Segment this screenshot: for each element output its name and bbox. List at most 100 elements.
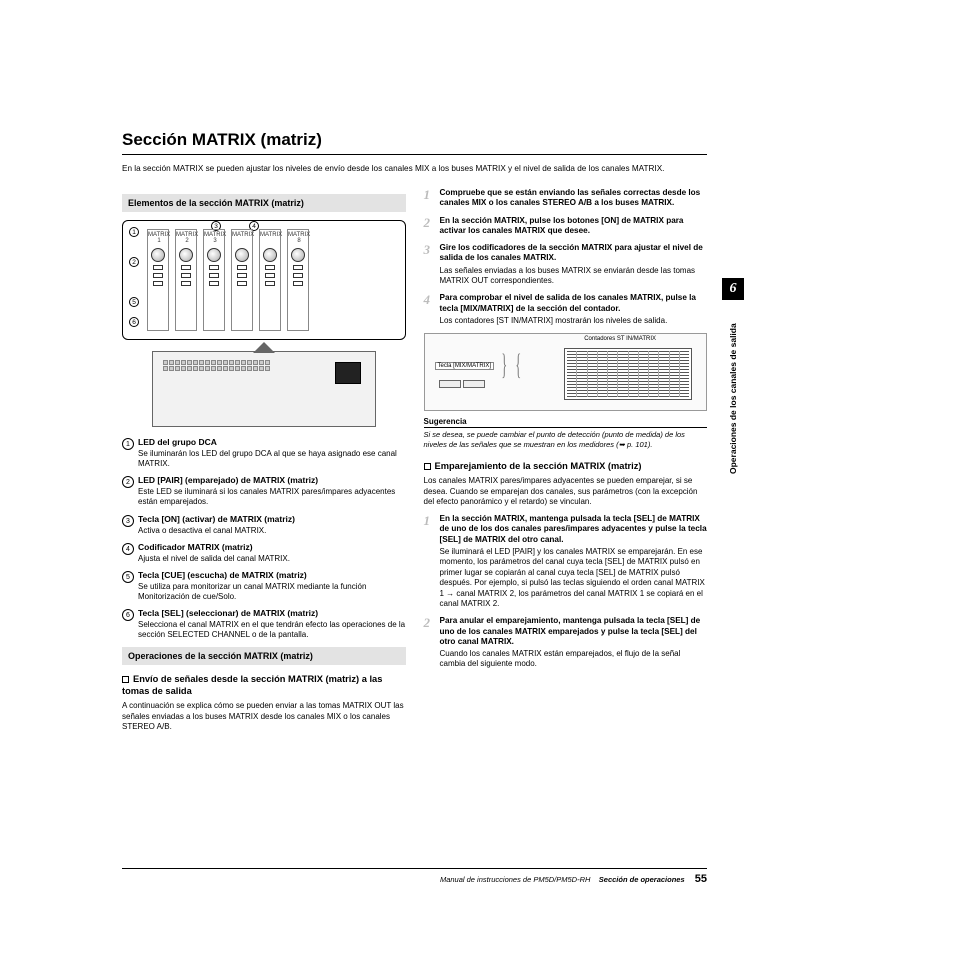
footer-page-number: 55 [695,873,707,885]
step-title: En la sección MATRIX, mantenga pulsada l… [440,514,708,545]
matrix-strip-label: MATRIX 1 [148,232,170,244]
definition-title: LED del grupo DCA [138,437,406,448]
mini-button-icon [237,273,247,278]
definition-number: 2 [122,476,134,488]
mini-button-icon [265,281,275,286]
definition-desc: Este LED se iluminará si los canales MAT… [138,487,406,508]
steps-list-b: 1En la sección MATRIX, mantenga pulsada … [424,514,708,670]
left-column: Elementos de la sección MATRIX (matriz) … [122,188,406,739]
callout-2: 2 [129,257,139,267]
matrix-section-diagram: 1 2 3 4 5 6 MATRIX 1MATRIX 2MATRIX 3MATR… [122,220,406,340]
definition-desc: Se iluminarán los LED del grupo DCA al q… [138,449,406,470]
matrix-strip-label: MATRIX 2 [176,232,198,244]
square-bullet-icon [122,676,129,683]
definition-number: 1 [122,438,134,450]
hint-heading: Sugerencia [424,417,708,428]
definition-item: 3Tecla [ON] (activar) de MATRIX (matriz)… [122,514,406,536]
mini-button-icon [293,265,303,270]
footer-section: Sección de operaciones [599,875,685,884]
console-screen [335,362,361,384]
small-button [439,380,461,388]
step-title: Para anular el emparejamiento, mantenga … [440,616,708,647]
hint-body: Si se desea, se puede cambiar el punto d… [424,430,708,450]
step-title: Compruebe que se están enviando las seña… [440,188,708,209]
console-panel [163,360,283,420]
step-number: 1 [424,188,438,209]
step-desc: Cuando los canales MATRIX están empareja… [440,649,708,670]
meter-top-label: Contadores ST IN/MATRIX [584,336,656,342]
mini-button-icon [181,265,191,270]
mini-button-icon [237,265,247,270]
encoder-dial-icon [291,248,305,262]
definition-number: 4 [122,543,134,555]
pair-paragraph: Los canales MATRIX pares/impares adyacen… [424,476,708,508]
callout-6: 6 [129,317,139,327]
envio-heading-text: Envío de señales desde la sección MATRIX… [122,674,382,696]
step-item: 3Gire los codificadores de la sección MA… [424,243,708,286]
right-column: 1Compruebe que se están enviando las señ… [424,188,708,739]
definition-item: 4 Codificador MATRIX (matriz)Ajusta el ni… [122,542,406,564]
definition-number: 3 [122,515,134,527]
definitions-list: 1 LED del grupo DCASe iluminarán los LED … [122,437,406,641]
meter-side-label: Tecla [MIX/MATRIX] [435,362,495,370]
definition-number: 5 [122,571,134,583]
matrix-strip: MATRIX 2 [175,229,197,331]
step-item: 4Para comprobar el nivel de salida de lo… [424,293,708,326]
meter-block [564,348,692,400]
definition-title: Codificador MATRIX (matriz) [138,542,406,553]
definition-desc: Se utiliza para monitorizar un canal MAT… [138,582,406,603]
step-title: Gire los codificadores de la sección MAT… [440,243,708,264]
definition-title: LED [PAIR] (emparejado) de MATRIX (matri… [138,475,406,486]
definition-number: 6 [122,609,134,621]
definition-desc: Activa o desactiva el canal MATRIX. [138,526,406,536]
encoder-dial-icon [263,248,277,262]
step-number: 2 [424,616,438,670]
intro-text: En la sección MATRIX se pueden ajustar l… [122,163,707,174]
step-item: 2En la sección MATRIX, pulse los botones… [424,216,708,237]
pair-heading: Emparejamiento de la sección MATRIX (mat… [424,460,708,472]
matrix-strip: MATRIX 1 [147,229,169,331]
mini-button-icon [293,273,303,278]
mini-button-icon [265,273,275,278]
definition-item: 2 LED [PAIR] (emparejado) de MATRIX (matr… [122,475,406,507]
mini-button-icon [265,265,275,270]
step-desc: Las señales enviadas a los buses MATRIX … [440,266,708,287]
meter-diagram: Contadores ST IN/MATRIX Tecla [MIX/MATRI… [424,333,708,411]
step-number: 1 [424,514,438,609]
envio-paragraph: A continuación se explica cómo se pueden… [122,701,406,733]
step-desc: Se iluminará el LED [PAIR] y los canales… [440,547,708,609]
definition-item: 6Tecla [SEL] (seleccionar) de MATRIX (ma… [122,608,406,640]
encoder-dial-icon [207,248,221,262]
step-item: 2Para anular el emparejamiento, mantenga… [424,616,708,670]
callout-1: 1 [129,227,139,237]
encoder-dial-icon [151,248,165,262]
mini-button-icon [293,281,303,286]
step-desc: Los contadores [ST IN/MATRIX] mostrarán … [440,316,708,326]
page-title: Sección MATRIX (matriz) [122,130,707,150]
mini-button-icon [153,273,163,278]
mini-button-icon [153,281,163,286]
steps-list-a: 1Compruebe que se están enviando las señ… [424,188,708,326]
mini-button-icon [209,273,219,278]
encoder-dial-icon [235,248,249,262]
small-button [463,380,485,388]
mini-button-icon [181,273,191,278]
envio-heading: Envío de señales desde la sección MATRIX… [122,673,406,697]
chapter-tab: 6 [722,278,744,300]
title-rule [122,154,707,155]
section-bar-operations: Operaciones de la sección MATRIX (matriz… [122,647,406,665]
pair-heading-text: Emparejamiento de la sección MATRIX (mat… [435,461,642,471]
matrix-strip: MATRIX [231,229,253,331]
console-diagram [152,351,376,427]
matrix-strip-label: MATRIX 3 [204,232,226,244]
definition-desc: Ajusta el nivel de salida del canal MATR… [138,554,406,564]
step-number: 4 [424,293,438,326]
brace-icon: { [515,348,521,382]
mini-button-icon [237,281,247,286]
matrix-strip-label: MATRIX 8 [288,232,310,244]
matrix-strip: MATRIX [259,229,281,331]
section-bar-elements: Elementos de la sección MATRIX (matriz) [122,194,406,212]
mini-button-icon [153,265,163,270]
diagram-connector-icon [254,341,274,351]
step-title: Para comprobar el nivel de salida de los… [440,293,708,314]
